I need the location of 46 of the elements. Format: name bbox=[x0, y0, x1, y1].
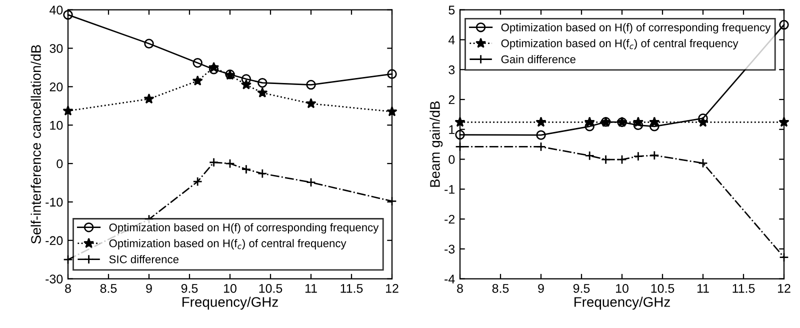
x-tick-label: 8.5 bbox=[492, 284, 509, 293]
x-tick-label: 12 bbox=[386, 284, 398, 293]
y-tick-label: 1 bbox=[449, 125, 455, 134]
x-tick-label: 10.5 bbox=[651, 284, 674, 293]
y-tick-label: -10 bbox=[46, 198, 63, 207]
y-tick-label: -3 bbox=[444, 244, 455, 254]
y-tick-label: 0 bbox=[448, 155, 455, 164]
x-tick-label: 9.5 bbox=[573, 284, 590, 293]
y-tick-label: 4 bbox=[448, 36, 455, 44]
y-tick-label: -4 bbox=[444, 274, 455, 284]
x-tick-label: 9.5 bbox=[181, 284, 198, 293]
x-tick-label: 9 bbox=[538, 284, 544, 293]
y-tick-label: -1 bbox=[444, 185, 455, 194]
x-tick-label: 11 bbox=[697, 284, 709, 293]
y-tick-label: 5 bbox=[448, 6, 455, 14]
y-tick-label: 30 bbox=[50, 44, 63, 53]
legend-label: Optimization based on H(f$_{c}$) of central frequency bbox=[109, 239, 346, 250]
legend-label: Optimization based on H(f$_{c}$) of central frequency bbox=[501, 39, 738, 50]
x-tick-label: 8 bbox=[65, 284, 71, 293]
y-tick-label: 20 bbox=[50, 82, 63, 92]
x-tick-label: 11.5 bbox=[340, 284, 363, 293]
x-tick-label: 11.5 bbox=[732, 284, 755, 293]
y-tick-label: 3 bbox=[448, 65, 455, 74]
legend-label: Optimization based on H(f) of corresponding frequency bbox=[109, 223, 379, 234]
y-tick-label: -30 bbox=[46, 274, 63, 284]
legend-label: SIC difference bbox=[109, 255, 179, 264]
y-tick-label: -2 bbox=[444, 214, 455, 224]
x-tick-label: 10.5 bbox=[259, 284, 282, 293]
y-axis-title: Self-interference cancellation/dB bbox=[30, 45, 41, 244]
x-tick-label: 8.5 bbox=[100, 284, 117, 293]
y-tick-label: 10 bbox=[50, 120, 63, 130]
legend-label: Optimization based on H(f) of corresponding frequency bbox=[501, 23, 771, 34]
y-axis-title: Beam gain/dB bbox=[430, 101, 443, 187]
x-axis-title: Frequency/GHz bbox=[182, 296, 278, 310]
x-tick-label: 11 bbox=[305, 284, 317, 293]
y-tick-label: 2 bbox=[448, 95, 455, 104]
y-tick-label: 0 bbox=[56, 159, 63, 168]
x-axis-title: Frequency/GHz bbox=[574, 296, 670, 310]
legend-label: Gain difference bbox=[501, 55, 576, 64]
x-tick-label: 10 bbox=[224, 284, 236, 293]
x-tick-label: 12 bbox=[778, 284, 790, 293]
x-tick-label: 8 bbox=[457, 284, 463, 293]
y-tick-label: 40 bbox=[50, 6, 63, 14]
x-tick-label: 10 bbox=[616, 284, 628, 293]
x-tick-label: 9 bbox=[146, 284, 152, 293]
y-tick-label: -20 bbox=[46, 236, 63, 246]
